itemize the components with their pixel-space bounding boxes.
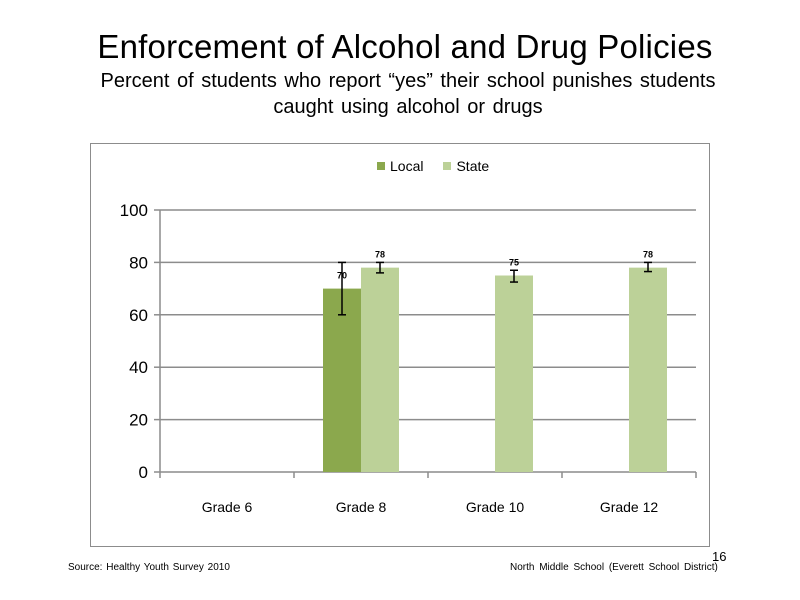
legend-item-state: State [443,158,489,174]
y-tick-label-40: 40 [129,358,148,377]
slide-subtitle: Percent of students who report “yes” the… [0,68,800,120]
x-tick-label-grade-12: Grade 12 [600,499,659,515]
legend-label-state: State [456,158,490,174]
legend-item-local: Local [377,158,423,174]
bar-state-grade-8 [361,267,399,472]
subtitle-line-1: Percent of students who report “yes” the… [100,70,716,92]
page-number: 16 [712,549,727,564]
legend-swatch-local [377,162,385,170]
bar-state-grade-12 [629,267,667,472]
x-tick-label-grade-6: Grade 6 [202,499,253,515]
chart-legend: Local State [377,158,489,174]
data-label-state-grade-10: 75 [509,257,519,267]
y-tick-label-100: 100 [120,201,148,220]
legend-swatch-state [443,162,452,170]
source-note: Source: Healthy Youth Survey 2010 [68,562,230,573]
x-tick-label-grade-10: Grade 10 [466,499,525,515]
y-tick-label-80: 80 [129,253,148,272]
school-note: North Middle School (Everett School Dist… [510,562,718,573]
slide-title: Enforcement of Alcohol and Drug Policies [97,28,713,65]
bar-local-grade-8 [323,288,361,472]
data-label-state-grade-8: 78 [375,249,385,259]
y-tick-label-20: 20 [129,411,148,430]
data-label-local-grade-8: 70 [337,271,347,281]
legend-label-local: Local [390,158,424,174]
y-tick-label-60: 60 [129,306,148,325]
subtitle-line-2: caught using alcohol or drugs [273,96,543,118]
bar-state-grade-10 [495,275,533,472]
data-label-state-grade-12: 78 [643,249,653,259]
x-tick-label-grade-8: Grade 8 [336,499,387,515]
y-tick-label-0: 0 [139,463,148,482]
